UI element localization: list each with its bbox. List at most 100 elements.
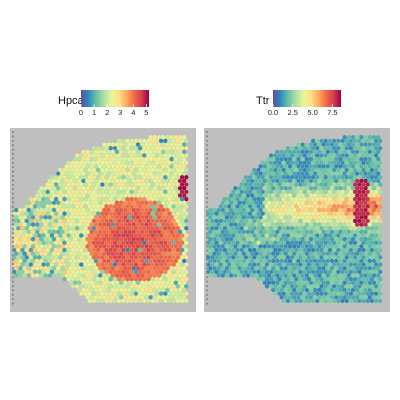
spot <box>79 233 84 238</box>
spot <box>243 182 248 187</box>
spot <box>369 291 374 296</box>
spot <box>279 287 284 293</box>
spot <box>216 215 221 220</box>
spot <box>135 164 141 169</box>
spot <box>131 215 136 220</box>
spot <box>79 197 84 202</box>
spot <box>308 142 314 147</box>
spot <box>348 291 353 296</box>
spot <box>159 284 164 289</box>
spot <box>214 211 219 216</box>
spot <box>121 160 126 165</box>
spot <box>163 138 168 144</box>
spot <box>173 287 178 293</box>
spot <box>350 156 356 162</box>
spot <box>245 207 251 213</box>
spot <box>266 186 272 191</box>
spot <box>285 284 290 289</box>
spot <box>121 291 126 296</box>
spot <box>161 222 166 227</box>
spot <box>54 189 59 194</box>
spot <box>323 146 328 151</box>
spot <box>135 156 141 162</box>
spot <box>327 262 332 267</box>
spot <box>119 149 124 154</box>
spot <box>133 160 138 165</box>
spot <box>315 255 320 260</box>
spot <box>165 207 170 213</box>
spot <box>79 262 84 267</box>
empty-spot <box>11 214 15 217</box>
spot <box>273 153 278 158</box>
spot <box>302 284 307 289</box>
spot <box>169 222 174 227</box>
spot <box>152 186 157 191</box>
spot <box>114 164 120 169</box>
spot <box>177 287 183 293</box>
spot <box>367 251 372 256</box>
spot <box>273 262 278 267</box>
spot <box>275 164 280 169</box>
spot <box>304 156 309 162</box>
spot <box>77 193 82 198</box>
spot <box>138 298 143 304</box>
spot <box>344 255 349 260</box>
spot <box>129 240 134 245</box>
spot <box>159 189 164 194</box>
spot <box>93 149 99 154</box>
spot <box>87 167 92 173</box>
spot <box>214 262 219 267</box>
spot <box>54 182 59 187</box>
spot <box>252 204 257 209</box>
spot <box>323 197 328 202</box>
spot <box>256 211 261 216</box>
spot <box>298 189 303 194</box>
spot <box>319 277 324 282</box>
spot <box>294 226 299 231</box>
spot <box>296 237 301 242</box>
spot <box>367 178 372 184</box>
spot <box>292 178 297 184</box>
spot <box>374 255 379 260</box>
spot <box>243 240 248 245</box>
spot <box>359 237 364 242</box>
empty-spot <box>205 289 209 292</box>
spot <box>169 156 174 162</box>
spot <box>75 153 80 158</box>
spot <box>271 273 276 278</box>
spot <box>317 215 322 220</box>
spot <box>70 240 75 245</box>
spot <box>342 164 347 169</box>
spot <box>58 218 63 224</box>
spot <box>287 280 293 285</box>
empty-spot <box>205 130 209 134</box>
spot <box>110 237 115 242</box>
spot <box>184 160 189 165</box>
spot <box>167 182 172 187</box>
spot <box>184 182 189 187</box>
spot <box>110 215 115 220</box>
spot <box>296 273 301 278</box>
spot <box>371 156 377 162</box>
spot <box>54 197 59 202</box>
spot <box>321 244 326 249</box>
spot <box>378 189 383 194</box>
spot <box>363 171 368 176</box>
spot <box>93 280 99 285</box>
spot <box>87 277 92 282</box>
spot <box>319 153 324 158</box>
spot <box>45 204 50 209</box>
spot <box>220 244 225 249</box>
spot <box>108 189 113 194</box>
spot <box>334 149 339 154</box>
spot <box>171 175 176 180</box>
spot <box>266 193 272 198</box>
spot <box>152 178 157 184</box>
spot <box>104 146 109 151</box>
spot <box>165 273 170 278</box>
spot <box>355 237 360 242</box>
spot <box>315 211 320 216</box>
spot <box>102 244 107 249</box>
spot <box>18 266 23 271</box>
spot <box>108 298 113 304</box>
